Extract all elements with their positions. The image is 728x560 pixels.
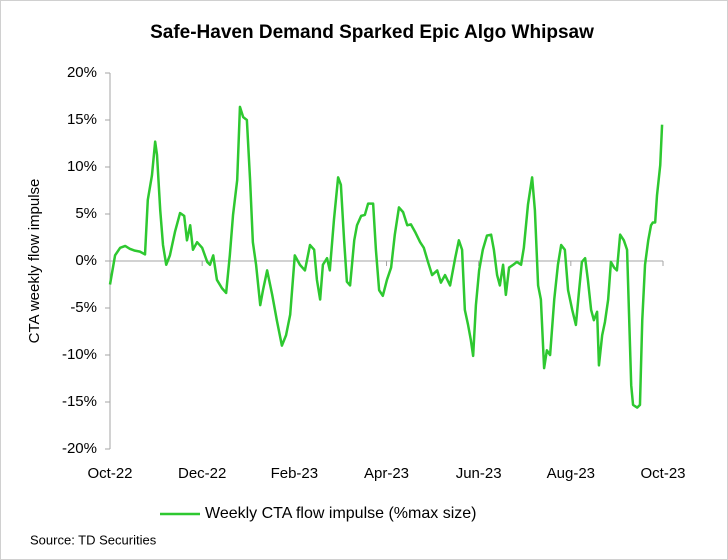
series-line xyxy=(108,105,664,409)
y-tick-label: 20% xyxy=(67,64,97,81)
x-tick-label: Jun-23 xyxy=(456,465,502,482)
x-tick-label: Apr-23 xyxy=(364,465,409,482)
x-tick-label: Dec-22 xyxy=(178,465,226,482)
y-tick-label: -10% xyxy=(62,346,97,363)
legend-label: Weekly CTA flow impulse (%max size) xyxy=(205,505,476,522)
y-tick-label: 15% xyxy=(67,111,97,128)
y-tick-label: 5% xyxy=(75,205,97,222)
chart-title: Safe-Haven Demand Sparked Epic Algo Whip… xyxy=(150,22,594,43)
x-tick-label: Oct-22 xyxy=(87,465,132,482)
x-tick-label: Feb-23 xyxy=(271,465,319,482)
y-tick-label: -5% xyxy=(70,299,97,316)
y-tick-label: -20% xyxy=(62,440,97,457)
y-axis-label: CTA weekly flow impulse xyxy=(26,179,43,344)
y-tick-label: -15% xyxy=(62,393,97,410)
x-tick-label: Oct-23 xyxy=(640,465,685,482)
source: Source: TD Securities xyxy=(30,532,157,547)
y-tick-label: 10% xyxy=(67,158,97,175)
y-tick-label: 0% xyxy=(75,252,97,269)
x-tick-label: Aug-23 xyxy=(547,465,595,482)
